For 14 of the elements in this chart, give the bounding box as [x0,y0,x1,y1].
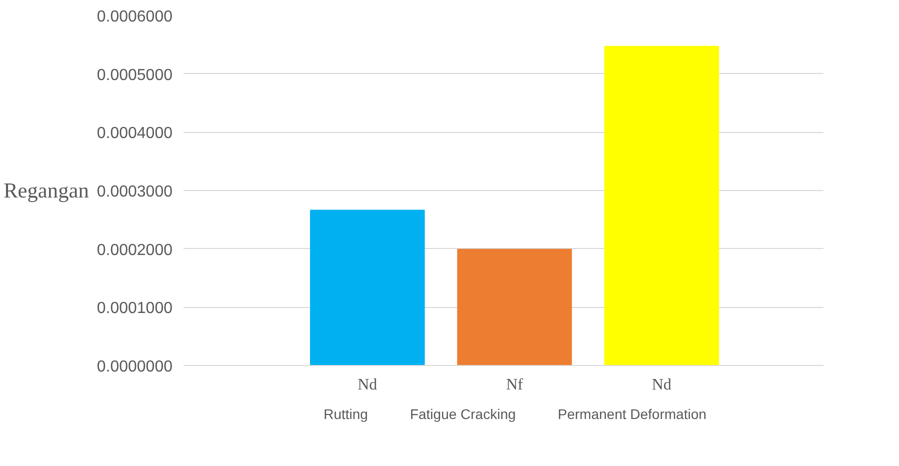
x-tick-label: Nd [652,376,672,394]
y-tick-label: 0.0002000 [96,242,173,259]
y-axis-title: Regangan [4,178,90,202]
y-tick-label: 0.0005000 [96,66,173,84]
x-tick-label: Nf [506,376,524,394]
text: Fatigue Cracking [410,406,516,422]
text: Rutting [324,406,368,422]
y-tick-label: 0.0003000 [96,184,173,200]
y-tick-label: 0.0000000 [96,358,173,376]
y-tick-label: 0.0001000 [96,300,173,318]
text: Permanent Deformation [558,406,706,422]
y-tick-label: 0.0004000 [96,125,173,142]
x-tick-label: Nd [358,376,378,394]
y-tick-label: 0.0006000 [96,8,173,26]
